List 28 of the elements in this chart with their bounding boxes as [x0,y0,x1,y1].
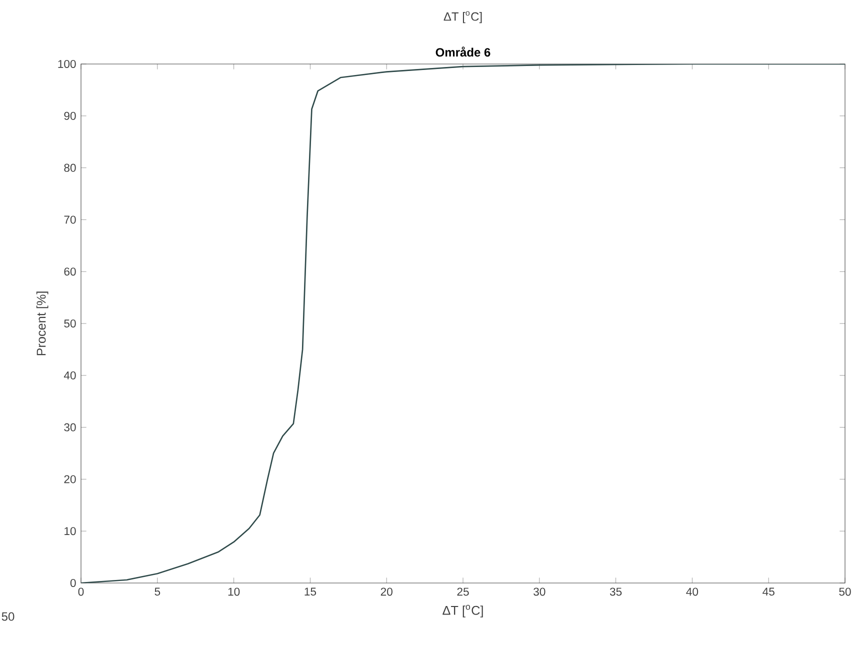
x-tick-label: 50 [839,588,851,596]
y-tick-label: 20 [64,475,76,484]
y-tick-label: 60 [64,268,76,276]
y-tick-label: 80 [64,164,76,172]
x-tick-label: 35 [610,588,622,596]
y-tick-label: 40 [64,371,76,380]
line-series [81,64,846,583]
y-tick-label: 100 [58,60,76,68]
y-tick-label: 70 [64,216,76,224]
y-tick-label: 30 [64,423,76,432]
y-tick-label: 0 [70,578,76,588]
x-tick-label: 10 [228,588,240,596]
x-tick-label: 40 [686,588,698,596]
text: 50 [2,612,14,621]
y-tick-label: 10 [64,527,76,536]
x-tick-label: 25 [457,588,469,596]
y-axis-title: Procent [%] [36,292,48,356]
x-tick-label: 20 [380,588,392,596]
x-axis-title: ΔT [$^{o}$C] [442,604,483,618]
x-tick-label: 45 [762,588,774,596]
x-tick-label: 30 [534,588,546,596]
text: ΔT [$^{o}$C] [444,11,482,24]
x-tick-label: 15 [304,588,316,596]
y-tick-label: 90 [64,112,76,120]
chart-title: Område 6 [436,46,490,57]
y-tick-label: 50 [64,319,76,328]
x-tick-label: 0 [78,588,84,596]
x-tick-label: 5 [154,588,160,596]
